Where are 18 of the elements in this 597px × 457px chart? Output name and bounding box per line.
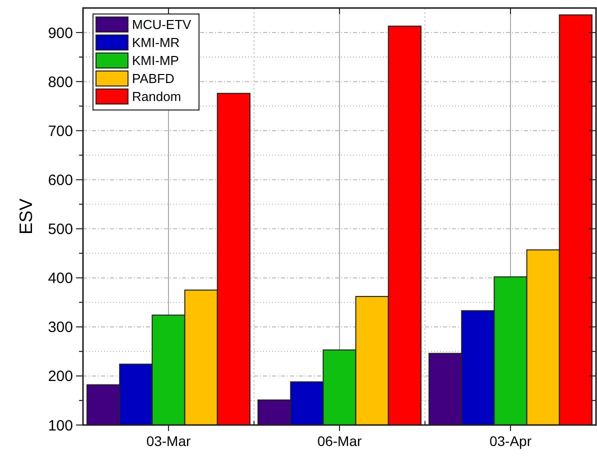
legend-label: PABFD — [132, 71, 174, 86]
legend-label: KMI-MR — [132, 35, 180, 50]
y-axis-title: ESV — [16, 198, 36, 235]
y-tick-label: 600 — [48, 172, 73, 189]
y-tick-label: 800 — [48, 74, 73, 91]
y-tick-label: 400 — [48, 270, 73, 288]
y-tick-label: 900 — [48, 24, 73, 42]
legend-label: MCU-ETV — [132, 17, 192, 32]
y-tick-label: 700 — [48, 122, 73, 140]
y-tick-label: 500 — [48, 221, 73, 238]
x-tick-label: 06-Mar — [317, 433, 362, 449]
y-tick-label: 100 — [48, 417, 73, 434]
x-tick-label: 03-Mar — [146, 433, 192, 449]
legend-label: Random — [132, 89, 182, 104]
y-tick-label: 200 — [48, 368, 73, 386]
legend-label: KMI-MP — [132, 53, 179, 68]
y-tick-label: 300 — [48, 319, 73, 336]
x-tick-label: 03-Apr — [489, 433, 532, 449]
